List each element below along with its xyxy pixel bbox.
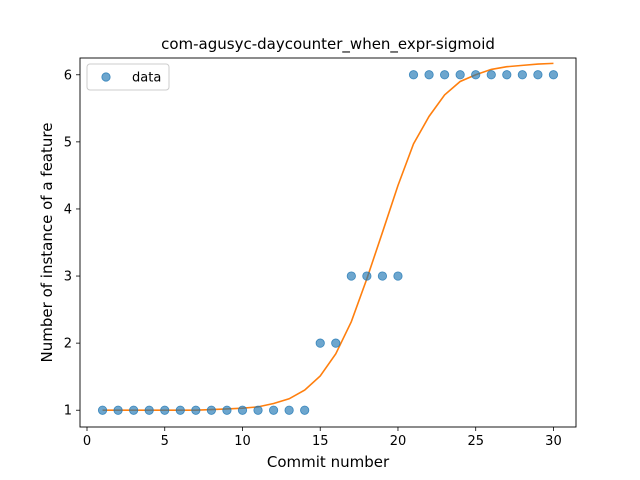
legend-box — [86, 63, 170, 91]
data-point — [346, 271, 356, 281]
data-point — [113, 405, 123, 415]
data-point — [284, 405, 294, 415]
y-tick-label: 5 — [64, 135, 72, 150]
data-point — [393, 271, 403, 281]
legend-marker — [101, 72, 111, 82]
data-point — [97, 405, 108, 415]
data-point — [191, 405, 201, 415]
data-point — [175, 405, 185, 415]
data-point — [471, 70, 481, 80]
legend-label: data — [132, 71, 161, 86]
x-tick-label: 10 — [234, 434, 251, 449]
series-layer — [97, 62, 559, 415]
x-axis-label: Commit number — [267, 453, 390, 471]
data-point — [129, 405, 139, 415]
data-point — [455, 70, 465, 80]
data-point — [548, 70, 559, 80]
x-tick-label: 30 — [545, 434, 562, 449]
data-point — [533, 70, 543, 80]
y-tick-label: 1 — [64, 404, 72, 419]
data-point — [160, 405, 170, 415]
data-point — [440, 70, 450, 80]
x-tick-label: 25 — [467, 434, 484, 449]
x-tick-label: 0 — [83, 434, 91, 449]
chart-title: com-agusyc-daycounter_when_expr-sigmoid — [161, 35, 495, 54]
x-axis-ticks: 0 5 10 15 20 25 30 — [83, 427, 562, 449]
data-point — [486, 70, 496, 80]
data-point — [502, 70, 512, 80]
data-point — [268, 405, 279, 415]
data-point — [300, 405, 310, 415]
data-point — [144, 405, 154, 415]
data-point — [206, 405, 216, 415]
data-point — [362, 271, 372, 281]
y-tick-label: 2 — [64, 337, 72, 352]
data-point — [222, 405, 232, 415]
data-point — [377, 271, 388, 281]
x-tick-label: 5 — [161, 434, 169, 449]
legend: data — [86, 63, 170, 91]
y-tick-label: 6 — [64, 68, 72, 83]
y-axis-label: Number of instance of a feature — [38, 123, 56, 363]
axes-frame — [79, 57, 577, 428]
data-point — [424, 70, 434, 80]
x-tick-label: 20 — [390, 434, 407, 449]
data-point — [315, 338, 325, 348]
data-point — [517, 70, 527, 80]
data-point — [331, 338, 341, 348]
y-axis-ticks: 1 2 3 4 5 6 — [64, 68, 80, 419]
data-point — [408, 70, 419, 80]
data-point — [253, 405, 263, 415]
y-tick-label: 3 — [64, 270, 72, 285]
x-tick-label: 15 — [312, 434, 329, 449]
y-tick-label: 4 — [64, 202, 72, 217]
data-point — [237, 405, 248, 415]
